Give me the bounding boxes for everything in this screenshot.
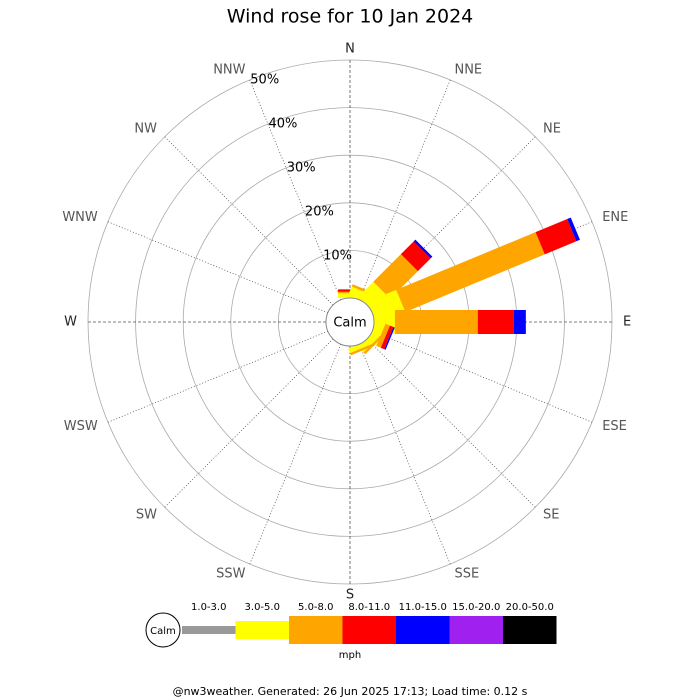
ring-label: 30%	[287, 160, 316, 175]
spoke	[358, 344, 451, 565]
ring-label: 50%	[250, 72, 279, 87]
rose-segment	[396, 232, 545, 313]
spoke	[107, 221, 328, 314]
rose-segment	[384, 327, 395, 350]
spoke	[366, 338, 536, 508]
direction-label: NNE	[454, 62, 482, 77]
spoke	[372, 330, 593, 423]
direction-label: N	[345, 42, 355, 57]
spoke	[164, 136, 334, 306]
legend-label: 15.0-20.0	[452, 602, 500, 613]
direction-label: WNW	[62, 210, 98, 225]
legend-calm-label: Calm	[150, 626, 176, 637]
ring-label: 40%	[268, 116, 297, 131]
direction-label: ENE	[602, 210, 628, 225]
direction-label: NNW	[213, 62, 245, 77]
rose-segment	[535, 219, 577, 255]
spoke	[164, 338, 334, 508]
spoke	[249, 79, 342, 300]
rose-segment	[400, 241, 431, 272]
direction-label: SW	[136, 508, 157, 523]
rose-segment	[380, 325, 394, 350]
direction-label: NW	[134, 121, 157, 136]
legend-swatch	[396, 616, 450, 644]
direction-label: S	[346, 588, 354, 603]
legend-swatch	[289, 616, 343, 644]
legend-calm-circle	[145, 612, 181, 648]
direction-label: WSW	[64, 419, 98, 434]
legend-label: 3.0-5.0	[245, 602, 280, 613]
direction-label: SSW	[216, 567, 246, 582]
legend-unit: mph	[339, 650, 361, 661]
rose-segment	[413, 239, 433, 259]
rose-segment	[349, 343, 374, 356]
direction-label: W	[64, 315, 77, 330]
legend-label: 5.0-8.0	[298, 602, 333, 613]
direction-label: SE	[543, 508, 559, 523]
rose-segment	[477, 310, 514, 334]
calm-label: Calm	[333, 316, 366, 331]
direction-label: E	[623, 315, 631, 330]
spoke	[249, 344, 342, 565]
legend-swatch	[182, 626, 236, 634]
legend-swatch	[503, 616, 557, 644]
direction-label: NE	[543, 121, 561, 136]
calm-circle	[325, 297, 375, 347]
rose-segment	[348, 339, 373, 354]
legend-label: 11.0-15.0	[399, 602, 447, 613]
legend-label: 20.0-50.0	[506, 602, 554, 613]
direction-label: ESE	[602, 419, 627, 434]
rose-segment	[513, 310, 526, 334]
chart-title: Wind rose for 10 Jan 2024	[227, 6, 474, 28]
legend-swatch	[449, 616, 503, 644]
legend-label: 8.0-11.0	[348, 602, 390, 613]
rose-segment	[376, 323, 390, 348]
ring-label: 20%	[305, 204, 334, 219]
legend-swatch	[342, 616, 396, 644]
direction-label: SSE	[454, 567, 479, 582]
legend-swatch	[235, 621, 289, 639]
spoke	[358, 79, 451, 300]
rose-segment	[363, 335, 383, 355]
rose-segment	[567, 217, 580, 242]
legend-label: 1.0-3.0	[191, 602, 226, 613]
rose-segment	[373, 254, 418, 299]
footer: @nw3weather. Generated: 26 Jun 2025 17:1…	[173, 685, 528, 698]
spoke	[107, 330, 328, 423]
ring-label: 10%	[323, 248, 352, 263]
rose-segment	[394, 310, 478, 334]
